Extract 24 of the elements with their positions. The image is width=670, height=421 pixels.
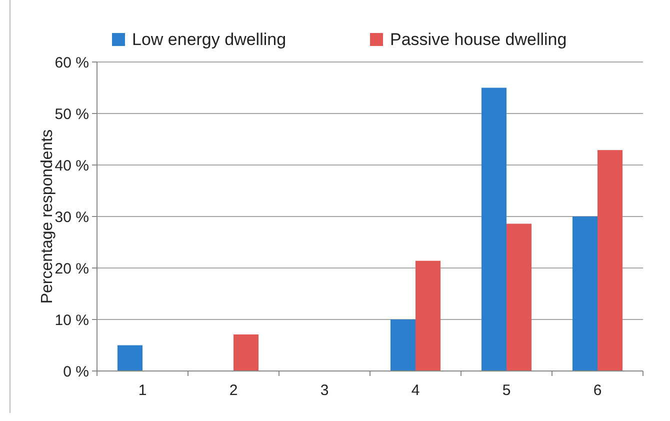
bar	[117, 345, 142, 371]
bar	[234, 334, 259, 371]
y-tick-label: 40 %	[54, 157, 89, 174]
y-tick-label: 20 %	[54, 260, 89, 278]
y-tick-label: 0 %	[63, 363, 89, 380]
y-tick-label: 30 %	[54, 208, 89, 226]
y-tick-label: 10 %	[54, 312, 89, 329]
y-tick-label: 50 %	[54, 106, 89, 123]
bar	[390, 320, 416, 371]
bar	[598, 150, 623, 371]
bar	[506, 224, 532, 371]
y-tick-label: 60 %	[54, 54, 89, 72]
bar	[481, 88, 506, 371]
x-tick-label: 6	[593, 382, 602, 399]
y-axis-title: Percentage respondents	[39, 129, 56, 304]
x-tick-label: 4	[411, 382, 420, 399]
x-tick-label: 1	[138, 382, 147, 399]
x-tick-label: 3	[320, 382, 329, 399]
bar	[416, 260, 441, 371]
x-tick-label: 5	[502, 382, 511, 399]
legend-label: Passive house dwelling	[390, 30, 567, 49]
bar	[572, 216, 598, 371]
x-tick-label: 2	[229, 382, 238, 399]
legend-label: Low energy dwelling	[132, 30, 286, 49]
